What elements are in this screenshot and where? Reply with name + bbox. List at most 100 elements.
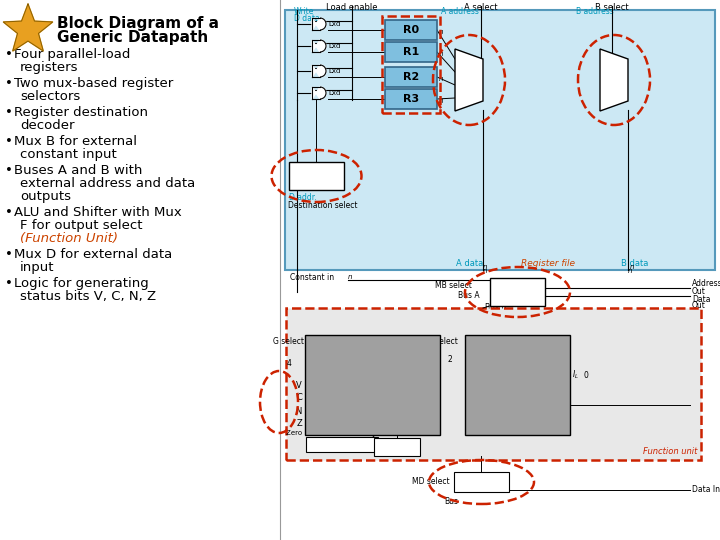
- Text: •: •: [5, 277, 13, 290]
- Text: Buses A and B with: Buses A and B with: [14, 164, 143, 177]
- Text: H: H: [514, 417, 521, 427]
- Text: R2: R2: [403, 72, 419, 82]
- Text: Function unit: Function unit: [643, 447, 697, 456]
- Bar: [385, 89, 437, 109]
- Text: n: n: [483, 264, 487, 270]
- Bar: [385, 42, 437, 62]
- Text: •: •: [5, 135, 13, 148]
- Text: •: •: [5, 77, 13, 90]
- Text: 0: 0: [460, 474, 465, 483]
- Text: B select: B select: [595, 3, 629, 12]
- Bar: [289, 162, 344, 190]
- Text: 4: 4: [287, 359, 292, 368]
- Text: Logic for generating: Logic for generating: [14, 277, 149, 290]
- Polygon shape: [4, 4, 53, 51]
- Text: MUX F: MUX F: [386, 449, 408, 455]
- Text: R1: R1: [403, 47, 419, 57]
- Text: B data: B data: [621, 259, 649, 268]
- Text: 2: 2: [603, 82, 608, 88]
- Text: Register destination: Register destination: [14, 106, 148, 119]
- Text: MF select: MF select: [332, 442, 368, 451]
- Text: n: n: [439, 51, 444, 57]
- Text: decoder: decoder: [20, 119, 74, 132]
- Bar: [306, 437, 378, 452]
- Text: Lxd: Lxd: [328, 68, 341, 74]
- Text: Lxd: Lxd: [328, 21, 341, 27]
- Text: selectors: selectors: [20, 90, 80, 103]
- Text: $I_R$: $I_R$: [561, 369, 568, 381]
- Text: Z: Z: [296, 420, 302, 429]
- Text: input: input: [20, 261, 55, 274]
- Text: Constant in: Constant in: [290, 273, 334, 282]
- Text: 0: 0: [603, 56, 608, 62]
- Text: (Function Unit): (Function Unit): [20, 232, 118, 245]
- Text: Decoder: Decoder: [299, 177, 334, 186]
- Text: 0  1  2  3: 0 1 2 3: [301, 167, 332, 173]
- Text: registers: registers: [20, 61, 78, 74]
- Text: A select: A select: [464, 3, 498, 12]
- Text: A: A: [313, 338, 319, 347]
- Text: Lxd: Lxd: [328, 43, 341, 49]
- Text: Write: Write: [294, 7, 315, 16]
- Text: 0: 0: [473, 375, 478, 384]
- Text: MUX: MUX: [467, 71, 475, 89]
- Bar: [454, 472, 509, 492]
- Polygon shape: [312, 87, 326, 99]
- Text: n: n: [439, 98, 444, 104]
- Text: F for output select: F for output select: [20, 219, 143, 232]
- Text: outputs: outputs: [20, 190, 71, 203]
- Text: 3: 3: [458, 95, 462, 101]
- Text: B address: B address: [576, 7, 614, 16]
- Text: Zero Detect: Zero Detect: [321, 442, 363, 448]
- Text: •: •: [5, 164, 13, 177]
- Text: 0: 0: [380, 438, 385, 448]
- Text: MUX D: MUX D: [470, 485, 493, 491]
- Text: Out: Out: [692, 287, 706, 295]
- Text: D addr.: D addr.: [289, 193, 317, 202]
- Text: 1: 1: [498, 282, 503, 292]
- Text: MUX: MUX: [611, 71, 621, 89]
- Text: MUX B: MUX B: [510, 287, 535, 296]
- Text: 1: 1: [482, 474, 487, 483]
- Text: B: B: [426, 338, 432, 347]
- Text: A address: A address: [441, 7, 479, 16]
- Text: R0: R0: [403, 25, 419, 35]
- Text: •: •: [5, 248, 13, 261]
- Text: MB select: MB select: [435, 281, 472, 291]
- Polygon shape: [455, 49, 483, 111]
- Text: n: n: [348, 274, 353, 280]
- Polygon shape: [312, 18, 326, 30]
- Text: 1: 1: [603, 69, 608, 75]
- Text: n: n: [439, 29, 444, 35]
- Text: n: n: [439, 76, 444, 82]
- Text: Four parallel-load: Four parallel-load: [14, 48, 130, 61]
- Text: 3: 3: [603, 95, 608, 101]
- Text: Mux B for external: Mux B for external: [14, 135, 137, 148]
- Text: Load enable: Load enable: [326, 3, 378, 12]
- Text: 0: 0: [458, 56, 462, 62]
- Bar: [465, 335, 570, 435]
- Bar: [385, 67, 437, 87]
- Text: A data: A data: [456, 259, 484, 268]
- Text: N: N: [296, 407, 302, 415]
- Text: n: n: [628, 268, 632, 274]
- Text: Out: Out: [692, 301, 706, 310]
- Text: Bus A: Bus A: [458, 292, 480, 300]
- Text: 0: 0: [584, 370, 589, 380]
- Text: n: n: [483, 268, 487, 274]
- Bar: [286, 308, 701, 460]
- Text: D data: D data: [294, 14, 320, 23]
- Text: Address: Address: [692, 280, 720, 288]
- Text: R3: R3: [403, 94, 419, 104]
- Bar: [374, 438, 420, 456]
- Text: MD select: MD select: [412, 477, 449, 487]
- Polygon shape: [312, 65, 326, 77]
- Text: 2: 2: [458, 82, 462, 88]
- Text: G select: G select: [273, 337, 304, 346]
- Text: •: •: [5, 106, 13, 119]
- Bar: [285, 10, 715, 270]
- Bar: [382, 16, 440, 113]
- Text: $S_{2,0}$ || $C_{in}$: $S_{2,0}$ || $C_{in}$: [354, 363, 391, 376]
- Text: Bus: Bus: [444, 497, 458, 506]
- Text: 2: 2: [447, 355, 451, 364]
